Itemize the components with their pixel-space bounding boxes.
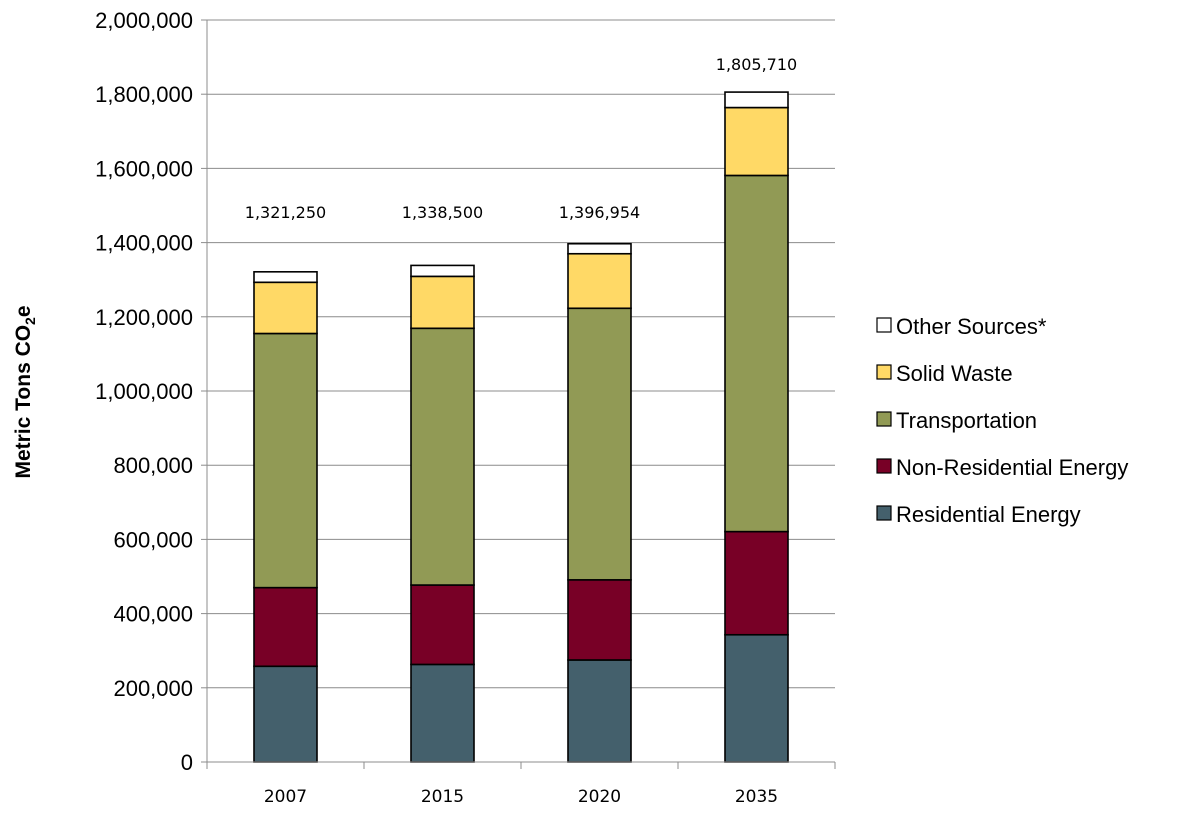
bar-segment-residential-energy — [724, 633, 789, 763]
bar-segment-non-residential-energy — [567, 579, 632, 661]
bar-segment-transportation — [567, 307, 632, 581]
legend-swatch — [876, 364, 892, 380]
legend-label: Transportation — [896, 408, 1037, 433]
y-tick-label: 600,000 — [113, 527, 193, 552]
x-tick-label: 2035 — [735, 787, 778, 807]
axes — [201, 19, 836, 769]
bar-segment-solid-waste — [410, 275, 475, 330]
legend: Other Sources* Solid Waste Transportation N… — [876, 314, 1128, 527]
y-tick-label: 1,000,000 — [95, 379, 193, 404]
bar-total-label: 1,396,954 — [559, 203, 640, 222]
bar-segment-transportation — [724, 174, 789, 533]
legend-swatch — [876, 505, 892, 521]
bar-segment-non-residential-energy — [724, 530, 789, 636]
legend-label: Other Sources* — [896, 314, 1047, 339]
bar-segment-transportation — [410, 327, 475, 586]
bar-segment-other-sources — [410, 264, 475, 278]
bar-segment-residential-energy — [253, 665, 318, 763]
x-tick-label: 2007 — [264, 787, 307, 807]
y-tick-label: 400,000 — [113, 602, 193, 627]
legend-label: Residential Energy — [896, 502, 1081, 527]
bar-segment-solid-waste — [567, 252, 632, 310]
bar-segment-transportation — [253, 332, 318, 589]
bar-total-label: 1,338,500 — [402, 203, 483, 222]
y-tick-label: 0 — [181, 750, 193, 775]
legend-swatch — [876, 458, 892, 474]
y-tick-label: 1,600,000 — [95, 156, 193, 181]
legend-label: Non-Residential Energy — [896, 455, 1128, 480]
x-tick-label: 2015 — [421, 787, 464, 807]
bar-segment-solid-waste — [253, 281, 318, 335]
legend-label: Solid Waste — [896, 361, 1013, 386]
bar-segment-non-residential-energy — [410, 584, 475, 666]
legend-swatch — [876, 411, 892, 427]
y-tick-labels: 0 200,000 400,000 600,000 800,000 1,000,000 1,… — [95, 8, 193, 775]
bar-stacks — [253, 91, 789, 763]
y-tick-label: 1,400,000 — [95, 231, 193, 256]
y-tick-label: 1,200,000 — [95, 305, 193, 330]
bar-segment-non-residential-energy — [253, 586, 318, 668]
x-tick-label: 2020 — [578, 787, 621, 807]
bar-segment-other-sources — [253, 271, 318, 284]
total-labels: 1,321,250 1,338,500 1,396,954 1,805,710 — [245, 55, 797, 222]
bar-segment-solid-waste — [724, 106, 789, 177]
y-tick-label: 2,000,000 — [95, 8, 193, 33]
y-tick-label: 1,800,000 — [95, 82, 193, 107]
bar-total-label: 1,805,710 — [716, 55, 797, 74]
bar-segment-other-sources — [567, 242, 632, 255]
y-axis-label: Metric Tons CO2e — [12, 305, 38, 478]
bar-segment-residential-energy — [410, 663, 475, 763]
bar-segment-residential-energy — [567, 659, 632, 763]
bar-total-label: 1,321,250 — [245, 203, 326, 222]
y-tick-label: 800,000 — [113, 453, 193, 478]
x-tick-labels: 2007 2015 2020 2035 — [264, 787, 778, 807]
y-tick-label: 200,000 — [113, 676, 193, 701]
legend-swatch — [876, 317, 892, 333]
bar-segment-other-sources — [724, 91, 789, 109]
